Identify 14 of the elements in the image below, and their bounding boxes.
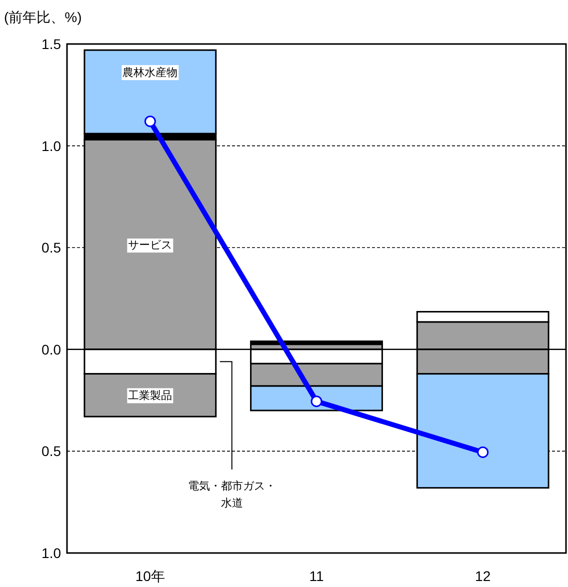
y-tick-label: 0.0 <box>42 341 62 358</box>
x-tick-label: 11 <box>309 568 324 584</box>
y-tick-label: 0.5 <box>42 240 62 256</box>
series-label: サービス <box>128 240 172 252</box>
series-label: 工業製品 <box>128 389 172 402</box>
x-tick-label: 10年 <box>135 568 165 584</box>
y-tick-label: 0.5 <box>42 443 62 460</box>
x-tick-label: 12 <box>475 568 491 584</box>
y-tick-label: 1.0 <box>42 138 62 154</box>
y-tick-label: 1.0 <box>42 545 62 561</box>
y-axis-title: (前年比、%) <box>4 9 82 25</box>
series-label: 農林水産物 <box>122 66 178 80</box>
text: 電気・都市ガス・水道 <box>188 480 276 510</box>
y-tick-label: 1.5 <box>42 36 62 52</box>
